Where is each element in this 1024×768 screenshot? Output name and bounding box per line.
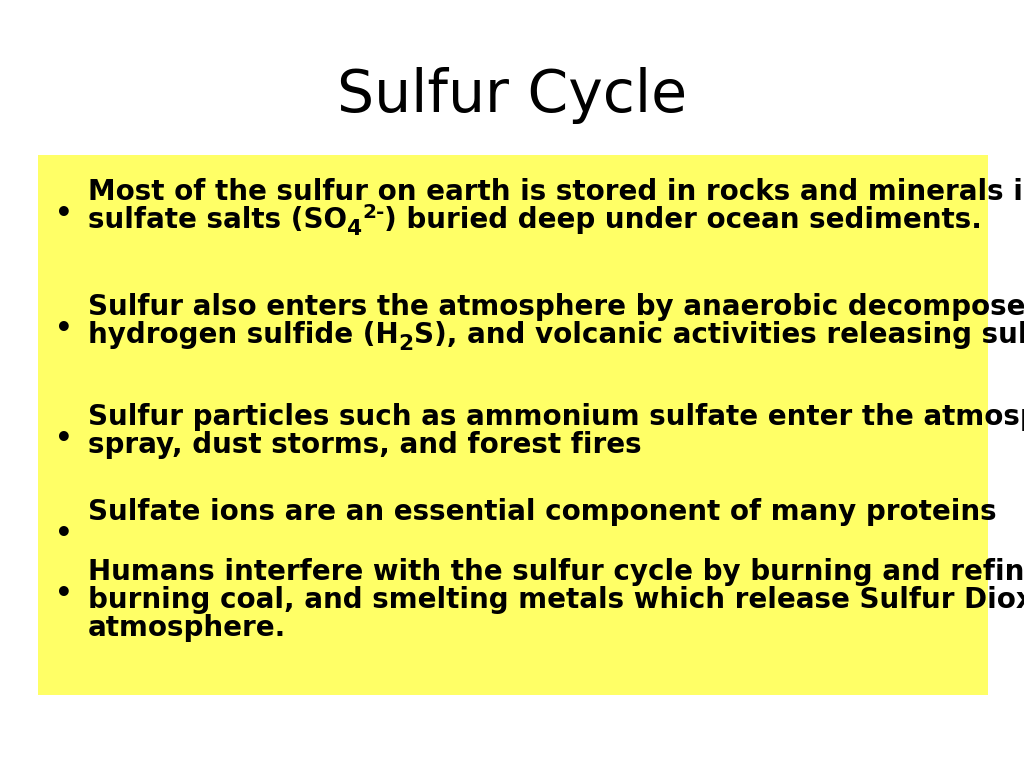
Text: 4: 4 <box>347 219 362 239</box>
Text: Sulfur Cycle: Sulfur Cycle <box>337 67 687 124</box>
Text: •: • <box>55 520 73 548</box>
Text: ) buried deep under ocean sediments.: ) buried deep under ocean sediments. <box>384 206 982 234</box>
Text: Most of the sulfur on earth is stored in rocks and minerals including: Most of the sulfur on earth is stored in… <box>88 178 1024 206</box>
Text: sulfate salts (SO: sulfate salts (SO <box>88 206 347 234</box>
Bar <box>38 155 988 695</box>
Text: hydrogen sulfide (H: hydrogen sulfide (H <box>88 321 398 349</box>
Text: 2-: 2- <box>362 203 384 222</box>
Text: Sulfur also enters the atmosphere by anaerobic decomposers producing: Sulfur also enters the atmosphere by ana… <box>88 293 1024 321</box>
Text: spray, dust storms, and forest fires: spray, dust storms, and forest fires <box>88 431 642 459</box>
Text: S), and volcanic activities releasing sulfur dioxide (SO: S), and volcanic activities releasing su… <box>414 321 1024 349</box>
Text: burning coal, and smelting metals which release Sulfur Dioxide into the: burning coal, and smelting metals which … <box>88 586 1024 614</box>
Text: Sulfate ions are an essential component of many proteins: Sulfate ions are an essential component … <box>88 498 996 526</box>
Text: •: • <box>55 580 73 608</box>
Text: atmosphere.: atmosphere. <box>88 614 287 642</box>
Text: •: • <box>55 315 73 343</box>
Text: •: • <box>55 200 73 228</box>
Text: Sulfur particles such as ammonium sulfate enter the atmosphere from sea: Sulfur particles such as ammonium sulfat… <box>88 403 1024 431</box>
Text: 2: 2 <box>398 334 414 354</box>
Text: •: • <box>55 425 73 453</box>
Text: Humans interfere with the sulfur cycle by burning and refining fossil fuels,: Humans interfere with the sulfur cycle b… <box>88 558 1024 586</box>
